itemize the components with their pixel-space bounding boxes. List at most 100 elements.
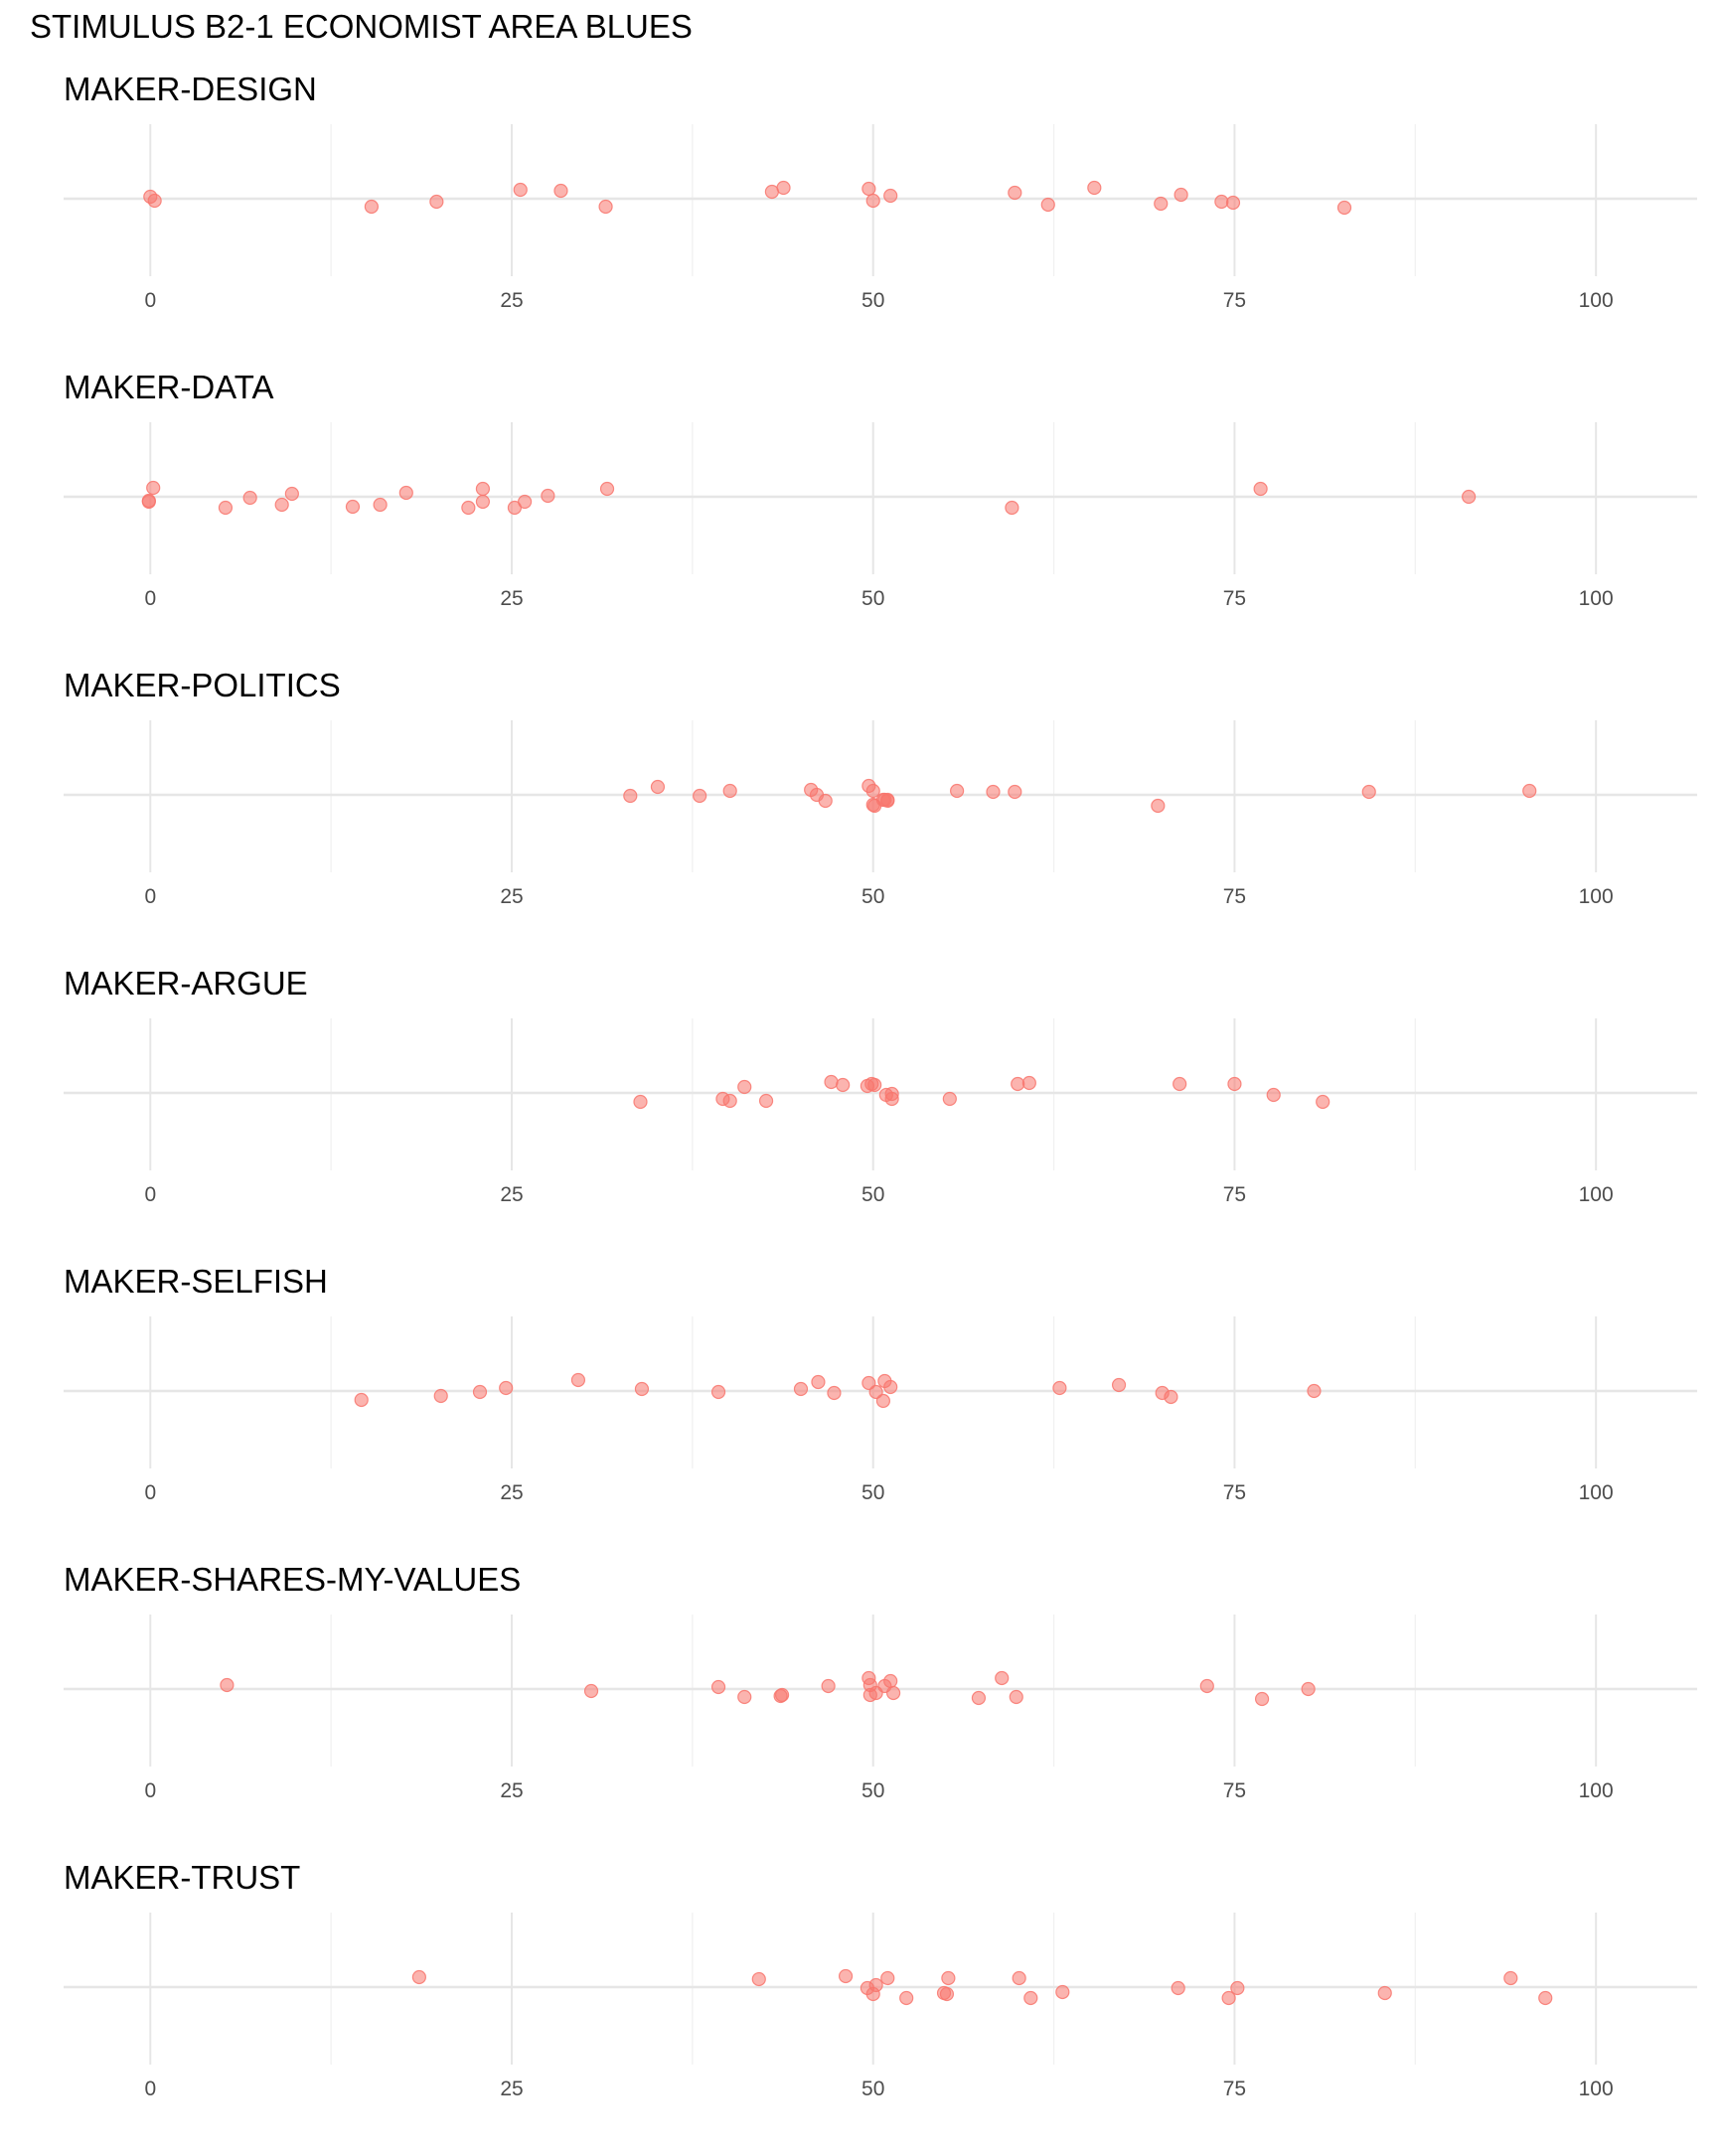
data-point bbox=[950, 783, 965, 799]
data-point bbox=[793, 1381, 809, 1397]
data-point bbox=[884, 1086, 899, 1102]
data-point bbox=[650, 779, 666, 795]
x-tick-label: 0 bbox=[144, 885, 156, 908]
data-point bbox=[461, 500, 476, 516]
data-point bbox=[472, 1384, 488, 1400]
data-point bbox=[1011, 1076, 1025, 1092]
data-point bbox=[986, 784, 1001, 800]
x-tick-label: 50 bbox=[861, 885, 884, 908]
data-point bbox=[1023, 1990, 1038, 2006]
data-point bbox=[633, 1094, 648, 1110]
x-tick-label: 75 bbox=[1223, 1779, 1246, 1802]
data-point bbox=[1009, 1689, 1023, 1705]
data-point bbox=[411, 1969, 426, 1985]
data-point bbox=[883, 1379, 898, 1395]
chart-title: STIMULUS B2-1 ECONOMIST AREA BLUES bbox=[30, 8, 693, 45]
data-point bbox=[1164, 1389, 1178, 1405]
data-point bbox=[220, 1677, 235, 1693]
panel-maker-argue: MAKER-ARGUE 0 25 50 75 100 bbox=[64, 965, 1697, 1206]
x-tick-label: 100 bbox=[1579, 1779, 1614, 1802]
data-point bbox=[242, 490, 257, 506]
x-tick-label: 0 bbox=[144, 1183, 156, 1206]
data-point bbox=[141, 494, 156, 510]
panel-title: MAKER-POLITICS bbox=[64, 667, 341, 703]
data-point bbox=[737, 1079, 752, 1095]
data-point bbox=[475, 481, 491, 497]
x-tick-label: 75 bbox=[1223, 2078, 1246, 2100]
data-point bbox=[880, 793, 895, 809]
data-point bbox=[1012, 1970, 1026, 1986]
panel-maker-politics: MAKER-POLITICS 0 25 50 75 100 bbox=[64, 667, 1697, 908]
data-point bbox=[836, 1077, 851, 1093]
x-tick-label: 50 bbox=[861, 289, 884, 312]
data-point bbox=[1040, 197, 1055, 213]
data-point bbox=[513, 182, 528, 198]
x-tick-label: 100 bbox=[1579, 587, 1614, 610]
x-tick-label: 75 bbox=[1223, 1183, 1246, 1206]
data-point bbox=[1008, 185, 1022, 201]
data-point bbox=[1316, 1094, 1330, 1110]
panel-maker-shares-my-values: MAKER-SHARES-MY-VALUES 0 25 50 75 100 bbox=[64, 1561, 1697, 1802]
data-point bbox=[1052, 1380, 1067, 1396]
data-point bbox=[883, 188, 898, 204]
data-point bbox=[345, 499, 361, 515]
data-point bbox=[1214, 194, 1229, 210]
data-point bbox=[583, 1683, 599, 1699]
data-point bbox=[1225, 195, 1241, 211]
data-point bbox=[1008, 784, 1022, 800]
data-point bbox=[373, 497, 388, 513]
data-point bbox=[693, 788, 707, 804]
data-point bbox=[824, 1074, 839, 1090]
data-point bbox=[1538, 1990, 1553, 2006]
x-tick-label: 0 bbox=[144, 587, 156, 610]
panels-layer: MAKER-DESIGN 0 25 50 75 100 MAKER-DATA 0 25 50 75 1… bbox=[64, 71, 1697, 2100]
data-point bbox=[1005, 500, 1019, 516]
panel-title: MAKER-ARGUE bbox=[64, 965, 308, 1001]
x-tick-label: 100 bbox=[1579, 1481, 1614, 1504]
data-point bbox=[433, 1388, 448, 1404]
data-point bbox=[710, 1384, 726, 1400]
data-point bbox=[429, 194, 444, 210]
panel-title: MAKER-DATA bbox=[64, 369, 273, 405]
data-point bbox=[865, 193, 880, 209]
x-tick-label: 0 bbox=[144, 289, 156, 312]
data-point bbox=[818, 793, 833, 809]
data-point bbox=[865, 1986, 880, 2002]
data-point bbox=[623, 788, 638, 804]
data-point bbox=[722, 1093, 737, 1109]
data-point bbox=[758, 1093, 774, 1109]
x-tick-label: 75 bbox=[1223, 587, 1246, 610]
x-tick-label: 75 bbox=[1223, 289, 1246, 312]
x-tick-label: 75 bbox=[1223, 1481, 1246, 1504]
x-tick-label: 100 bbox=[1579, 289, 1614, 312]
data-point bbox=[398, 485, 413, 501]
data-point bbox=[971, 1690, 987, 1706]
data-point bbox=[751, 1971, 766, 1987]
panel-maker-design: MAKER-DESIGN 0 25 50 75 100 bbox=[64, 71, 1697, 312]
data-point bbox=[899, 1990, 914, 2006]
data-point bbox=[553, 183, 568, 199]
data-point bbox=[518, 494, 533, 510]
data-point bbox=[364, 199, 379, 215]
x-tick-label: 50 bbox=[861, 1183, 884, 1206]
x-tick-label: 25 bbox=[500, 1779, 523, 1802]
data-point bbox=[811, 1374, 826, 1390]
data-point bbox=[861, 181, 876, 197]
data-point bbox=[1221, 1990, 1236, 2006]
data-point bbox=[1254, 1691, 1270, 1707]
data-point bbox=[883, 1673, 898, 1689]
panel-maker-trust: MAKER-TRUST 0 25 50 75 100 bbox=[64, 1859, 1697, 2100]
data-point bbox=[1154, 196, 1169, 212]
data-point bbox=[1087, 180, 1102, 196]
data-point bbox=[764, 184, 779, 200]
data-point bbox=[995, 1670, 1010, 1686]
x-tick-label: 100 bbox=[1579, 1183, 1614, 1206]
panel-title: MAKER-TRUST bbox=[64, 1859, 300, 1896]
data-point bbox=[885, 1685, 901, 1701]
x-tick-label: 50 bbox=[861, 1779, 884, 1802]
data-point bbox=[1266, 1087, 1281, 1103]
data-point bbox=[1377, 1985, 1392, 2001]
data-point bbox=[1055, 1984, 1070, 2000]
data-point bbox=[499, 1380, 514, 1396]
